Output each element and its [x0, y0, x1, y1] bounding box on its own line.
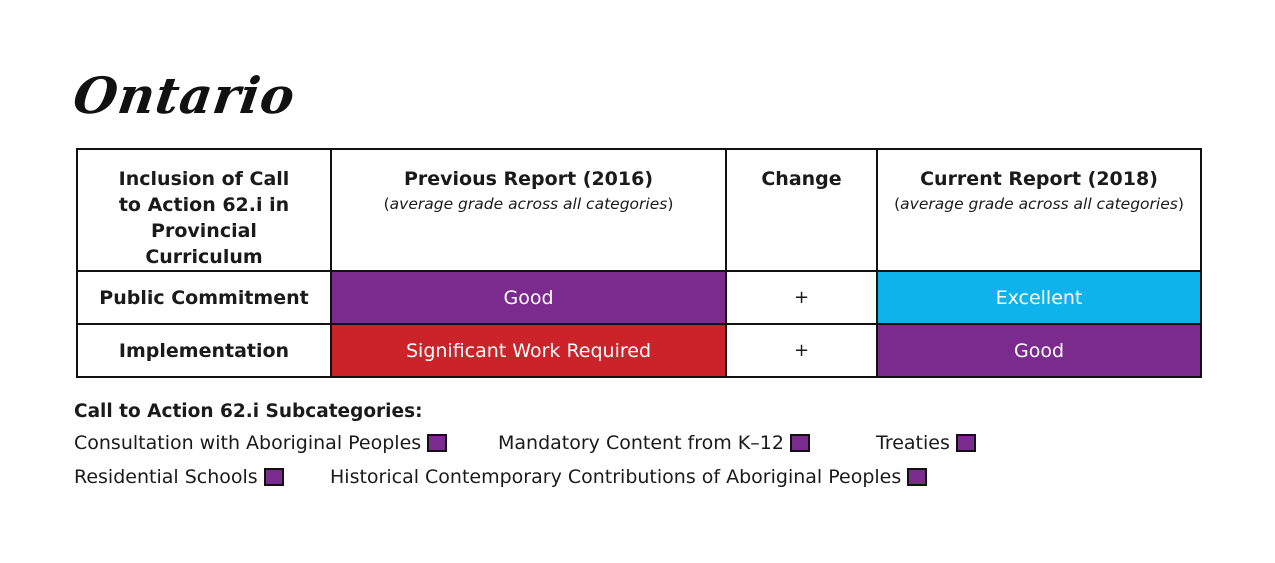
header-change-label: Change	[761, 168, 842, 190]
current-grade-cell: Excellent	[876, 270, 1202, 325]
table-row: Implementation Significant Work Required…	[76, 323, 1202, 378]
current-grade-cell: Good	[876, 323, 1202, 378]
subcategory-label: Mandatory Content from K–12	[498, 432, 784, 454]
header-inclusion: Inclusion of Call to Action 62.i in Prov…	[76, 148, 332, 272]
change-cell: +	[725, 270, 878, 325]
header-inclusion-label: Inclusion of Call to Action 62.i in Prov…	[118, 168, 290, 268]
table-header-row: Inclusion of Call to Action 62.i in Prov…	[76, 148, 1202, 272]
header-current-label: Current Report (2018)	[920, 168, 1158, 190]
grade-swatch	[427, 434, 448, 452]
subcategory-label: Residential Schools	[74, 466, 258, 488]
header-current-report: Current Report (2018) (average grade acr…	[876, 148, 1202, 272]
grade-swatch	[907, 468, 928, 486]
row-label-public-commitment: Public Commitment	[76, 270, 332, 325]
subcategory-label: Consultation with Aboriginal Peoples	[74, 432, 422, 454]
page-title: Ontario	[69, 66, 300, 125]
grade-swatch	[263, 468, 284, 486]
header-previous-subtitle: (average grade across all categories)	[383, 195, 674, 213]
subcategory-label: Treaties	[876, 432, 950, 454]
header-current-subtitle: (average grade across all categories)	[894, 195, 1184, 213]
grade-swatch	[789, 434, 810, 452]
header-previous-report: Previous Report (2016) (average grade ac…	[330, 148, 727, 272]
previous-grade-cell: Good	[330, 270, 727, 325]
header-previous-label: Previous Report (2016)	[403, 168, 654, 190]
subcategory-item: Treaties	[876, 432, 976, 454]
subcategories-heading: Call to Action 62.i Subcategories:	[74, 401, 423, 422]
grade-swatch	[955, 434, 976, 452]
subcategory-label: Historical Contemporary Contributions of…	[330, 466, 902, 488]
change-cell: +	[725, 323, 878, 378]
subcategory-item: Consultation with Aboriginal Peoples	[74, 432, 448, 454]
subcategory-item: Historical Contemporary Contributions of…	[330, 466, 928, 488]
header-change: Change	[725, 148, 878, 272]
subcategory-item: Residential Schools	[74, 466, 284, 488]
previous-grade-cell: Significant Work Required	[330, 323, 727, 378]
table-row: Public Commitment Good + Excellent	[76, 270, 1202, 325]
subcategory-item: Mandatory Content from K–12	[498, 432, 810, 454]
grade-table: Inclusion of Call to Action 62.i in Prov…	[76, 148, 1202, 378]
row-label-implementation: Implementation	[76, 323, 332, 378]
